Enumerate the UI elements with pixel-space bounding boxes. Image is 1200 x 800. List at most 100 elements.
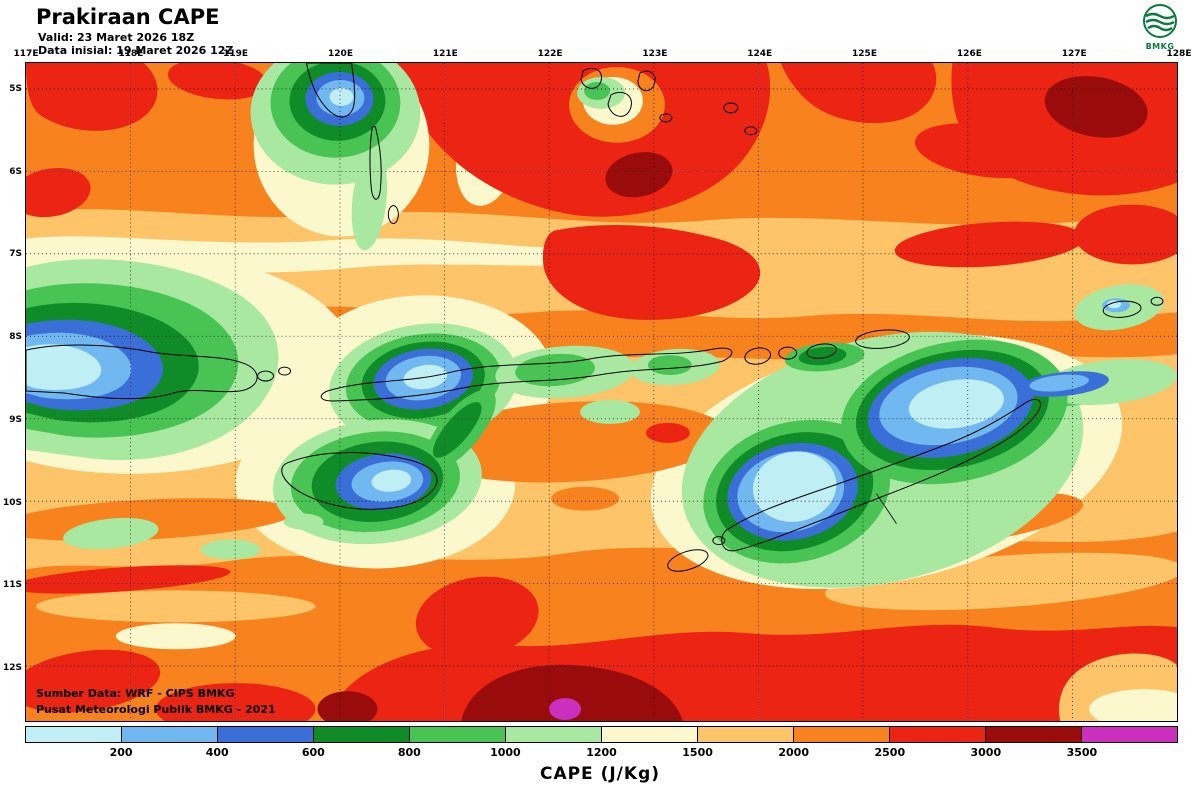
cape-map-svg: [26, 63, 1177, 721]
contour-region: [461, 664, 683, 721]
lon-tick-label: 121E: [432, 49, 458, 59]
page-title: Prakiraan CAPE: [36, 5, 220, 29]
lon-tick-label: 122E: [537, 49, 563, 59]
contour-region: [418, 401, 728, 483]
contour-region: [200, 539, 261, 560]
colorbar: [25, 726, 1178, 743]
coastline: [1102, 300, 1142, 318]
colorbar-tick-label: 2500: [874, 746, 906, 759]
coastlines: [26, 63, 1164, 572]
bmkg-logo-icon: [1143, 4, 1177, 38]
coastline: [744, 126, 758, 136]
coastline: [607, 91, 632, 117]
contour-region: [371, 469, 412, 492]
contour-region: [752, 451, 837, 522]
colorbar-tick-label: 1500: [682, 746, 713, 759]
colorbar-segment: [122, 727, 218, 742]
contour-region: [1089, 689, 1177, 721]
contour-region: [1029, 374, 1090, 392]
cape-contours: [26, 63, 1177, 721]
lat-tick-label: 5S: [9, 84, 22, 94]
lon-tick-label: 123E: [642, 49, 668, 59]
source-credits: Sumber Data: WRF - CIPS BMKG Pusat Meteo…: [36, 686, 276, 717]
lon-tick-label: 125E: [852, 49, 877, 59]
contour-region: [35, 590, 316, 623]
colorbar-segment: [26, 727, 122, 742]
colorbar-segment: [602, 727, 698, 742]
contour-region: [915, 123, 1054, 179]
contour-region: [415, 576, 539, 659]
coastline: [712, 536, 726, 546]
coastline: [306, 63, 356, 118]
coastline: [667, 549, 709, 572]
contour-region: [580, 399, 640, 424]
colorbar-tick-label: 3500: [1066, 746, 1098, 759]
lon-tick-label: 124E: [747, 49, 773, 59]
contour-region: [155, 683, 316, 721]
bmkg-logo-text: BMKG: [1145, 42, 1175, 51]
gridlines: [26, 63, 1177, 721]
contour-region: [26, 649, 161, 713]
contour-region: [549, 698, 582, 721]
coastline: [257, 370, 275, 382]
colorbar-tick-label: 400: [205, 746, 229, 759]
lon-tick-label: 126E: [956, 49, 982, 59]
contour-region: [908, 379, 1004, 429]
coastline: [778, 346, 798, 360]
colorbar-labels: 200 400 600 800 1000 1200 1500 2000 2500 3000 3500: [25, 746, 1178, 760]
source-line-1: Sumber Data: WRF - CIPS BMKG: [36, 687, 235, 701]
coastline: [278, 366, 292, 376]
valid-time-text: Valid: 23 Maret 2026 18Z: [38, 31, 195, 44]
coastline: [723, 102, 739, 114]
lat-tick-label: 7S: [9, 249, 22, 260]
contour-region: [798, 346, 847, 366]
lat-tick-label: 9S: [9, 414, 22, 425]
contour-region: [26, 565, 231, 594]
coastline: [855, 329, 910, 349]
lon-tick-label: 117E: [13, 49, 39, 59]
colorbar-segment: [1082, 727, 1177, 742]
colorbar-tick-label: 200: [109, 746, 133, 759]
colorbar-tick-label: 1200: [586, 746, 617, 759]
contour-region: [115, 623, 236, 650]
colorbar-segment: [986, 727, 1082, 742]
source-line-2: Pusat Meteorologi Publik BMKG - 2021: [36, 702, 276, 716]
lat-tick-label: 6S: [9, 166, 22, 177]
colorbar-segment: [698, 727, 794, 742]
contour-region: [432, 402, 482, 458]
contour-region: [584, 81, 610, 100]
coastline: [320, 347, 733, 402]
colorbar-tick-label: 1000: [490, 746, 521, 759]
colorbar-segment: [794, 727, 890, 742]
contour-region: [26, 168, 91, 218]
init-time-text: Data inisial: 19 Maret 2026 12Z: [38, 44, 234, 57]
contour-region: [647, 355, 692, 376]
coastline: [26, 344, 258, 400]
lat-tick-label: 12S: [2, 662, 22, 673]
contour-region: [894, 221, 1084, 268]
colorbar-segment: [410, 727, 506, 742]
contour-region: [645, 422, 690, 443]
contour-region: [63, 517, 159, 550]
coastline: [806, 343, 837, 359]
coastline: [387, 205, 399, 225]
coastline: [659, 113, 673, 123]
colorbar-segment: [890, 727, 986, 742]
contour-region: [283, 513, 324, 530]
contour-region: [26, 344, 102, 390]
bmkg-logo: BMKG: [1138, 3, 1182, 51]
contour-region: [329, 87, 354, 106]
colorbar-tick-label: 3000: [970, 746, 1002, 759]
coastline: [637, 70, 656, 92]
colorbar-segment: [506, 727, 602, 742]
contour-region: [551, 486, 619, 511]
coastline: [1150, 296, 1164, 306]
coastline: [369, 126, 382, 200]
coastline: [721, 398, 1041, 552]
lon-tick-label: 127E: [1061, 49, 1087, 59]
colorbar-tick-label: 2000: [778, 746, 809, 759]
coastline: [876, 493, 897, 524]
lat-tick-label: 11S: [2, 580, 22, 591]
colorbar-segment: [218, 727, 314, 742]
contour-region: [351, 150, 388, 251]
